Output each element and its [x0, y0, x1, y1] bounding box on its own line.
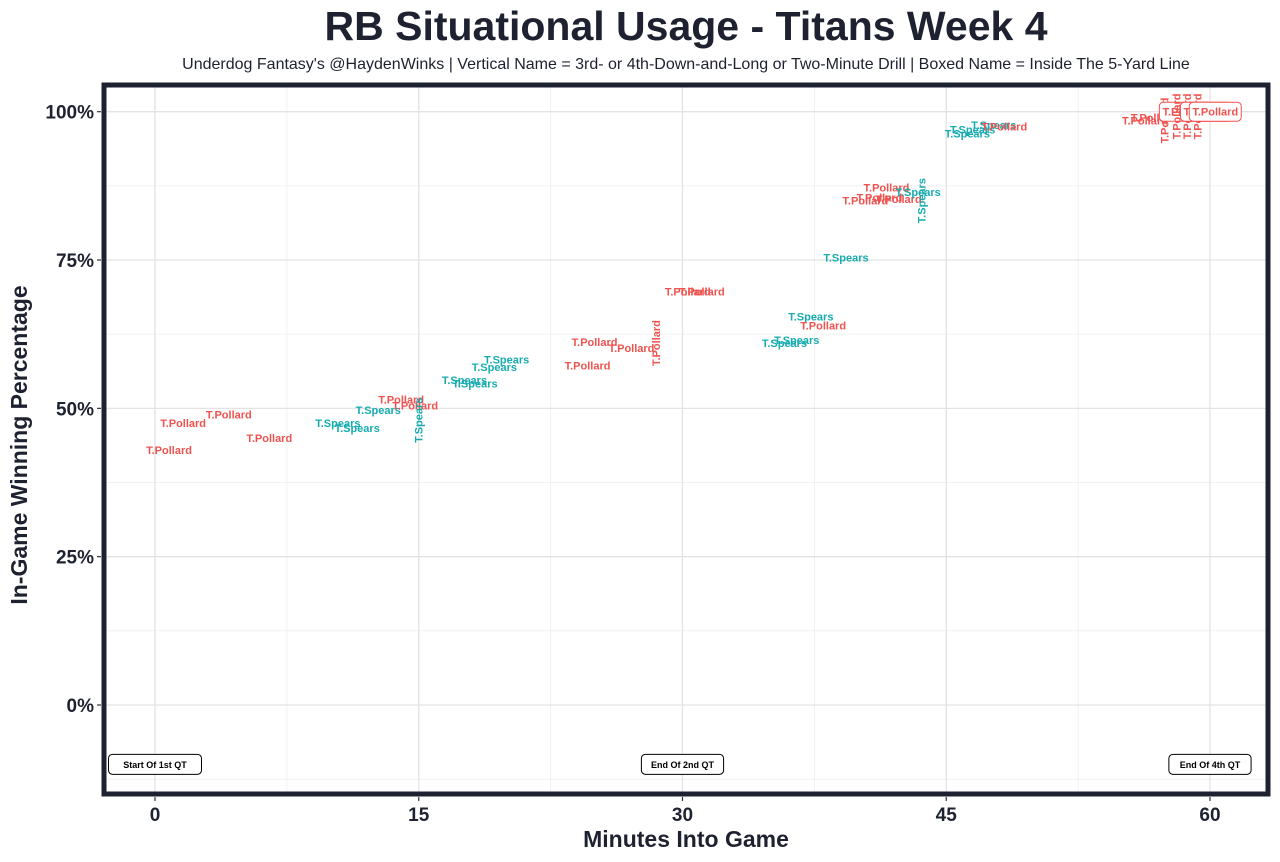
point-label-t-pollard: T.Pollard — [864, 183, 910, 195]
y-tick-label: 0% — [67, 696, 95, 717]
point-label-t-spears: T.Spears — [762, 338, 807, 350]
annotation-label: End Of 2nd QT — [651, 760, 714, 770]
point-label-t-pollard: T.Pollard — [842, 196, 888, 208]
label-box — [1188, 101, 1242, 122]
chart-title: RB Situational Usage - Titans Week 4 — [324, 3, 1047, 49]
annotation-label: End Of 4th QT — [1180, 760, 1241, 770]
x-tick-label: 15 — [408, 805, 430, 826]
point-label-t-spears: T.Spears — [356, 405, 401, 417]
annotation-end-of-4th-qt: End Of 4th QT — [1168, 753, 1252, 775]
point-label-t-spears: T.Spears — [484, 355, 529, 367]
point-label-t-pollard: T.Pollard — [160, 418, 206, 430]
y-axis-title: In-Game Winning Percentage — [6, 285, 32, 604]
point-label-t-spears-vertical: T.Spears — [414, 398, 426, 443]
annotation-box — [107, 753, 202, 775]
point-label-t-spears: T.Spears — [788, 311, 833, 323]
x-tick-label: 0 — [150, 805, 161, 826]
data-point-labels: T.PollardT.PollardT.PollardT.PollardT.Sp… — [146, 94, 1242, 457]
point-label-t-spears: T.Spears — [315, 418, 360, 430]
point-label-t-spears: T.Spears — [945, 129, 990, 141]
point-label-t-pollard: T.Pollard — [1192, 107, 1238, 119]
point-label-t-pollard: T.Pollard — [981, 122, 1027, 134]
y-tick-label: 25% — [56, 548, 94, 569]
point-label-t-pollard: T.Pollard — [146, 445, 192, 457]
annotation-start-of-1st-qt: Start Of 1st QT — [107, 753, 202, 775]
point-label-t-pollard-boxed: T.Pollard — [1188, 101, 1242, 122]
point-label-t-pollard: T.Pollard — [856, 193, 902, 205]
point-label-t-pollard: T.Pollard — [609, 343, 655, 355]
plot-border — [101, 82, 1271, 797]
point-label-t-spears: T.Spears — [971, 120, 1016, 132]
point-label-t-pollard: T.Pollard — [246, 433, 292, 445]
point-label-t-spears: T.Spears — [895, 187, 940, 199]
y-tick-label: 75% — [56, 251, 94, 272]
axis-ticks: 0 15 30 45 60 0% 25% 50% 75% 100% — [45, 103, 1220, 826]
x-tick-label: 60 — [1199, 805, 1220, 826]
point-label-t-spears: T.Spears — [823, 253, 868, 265]
point-label-t-pollard: T.Pollard — [378, 394, 424, 406]
point-label-t-spears-vertical: T.Spears — [917, 178, 929, 223]
point-label-t-pollard: T.Pollard — [665, 286, 711, 298]
x-tick-label: 45 — [936, 805, 958, 826]
annotation-label: Start Of 1st QT — [123, 760, 187, 770]
point-label-t-spears: T.Spears — [452, 378, 497, 390]
point-label-t-pollard-vertical: T.Pollard — [651, 320, 663, 366]
y-tick-label: 50% — [56, 399, 94, 420]
point-label-t-pollard: T.Pollard — [565, 361, 611, 373]
point-label-t-pollard: T.Pollard — [876, 194, 922, 206]
point-label-t-spears: T.Spears — [774, 335, 819, 347]
quarter-annotations: Start Of 1st QT End Of 2nd QT End Of 4th Q… — [107, 753, 1252, 775]
chart-subtitle: Underdog Fantasy's @HaydenWinks | Vertic… — [182, 56, 1190, 73]
point-label-t-pollard: T.Pollard — [800, 320, 846, 332]
y-tick-label: 100% — [45, 103, 94, 124]
point-label-t-pollard: T.Pollard — [206, 409, 252, 421]
annotation-end-of-2nd-qt: End Of 2nd QT — [640, 753, 725, 775]
point-label-t-spears: T.Spears — [472, 362, 517, 374]
x-tick-label: 30 — [672, 805, 693, 826]
point-label-t-spears: T.Spears — [442, 375, 487, 387]
point-label-t-pollard: T.Pollard — [392, 400, 438, 412]
point-label-t-spears: T.Spears — [950, 124, 995, 136]
point-label-t-spears: T.Spears — [335, 423, 380, 435]
point-label-t-pollard: T.Pollard — [679, 286, 725, 298]
annotation-box — [640, 753, 725, 775]
point-label-t-pollard: T.Pollard — [1122, 116, 1168, 128]
annotation-box — [1168, 753, 1252, 775]
grid-lines — [104, 85, 1268, 794]
x-axis-title: Minutes Into Game — [583, 826, 789, 852]
point-label-t-pollard: T.Pollard — [572, 337, 618, 349]
